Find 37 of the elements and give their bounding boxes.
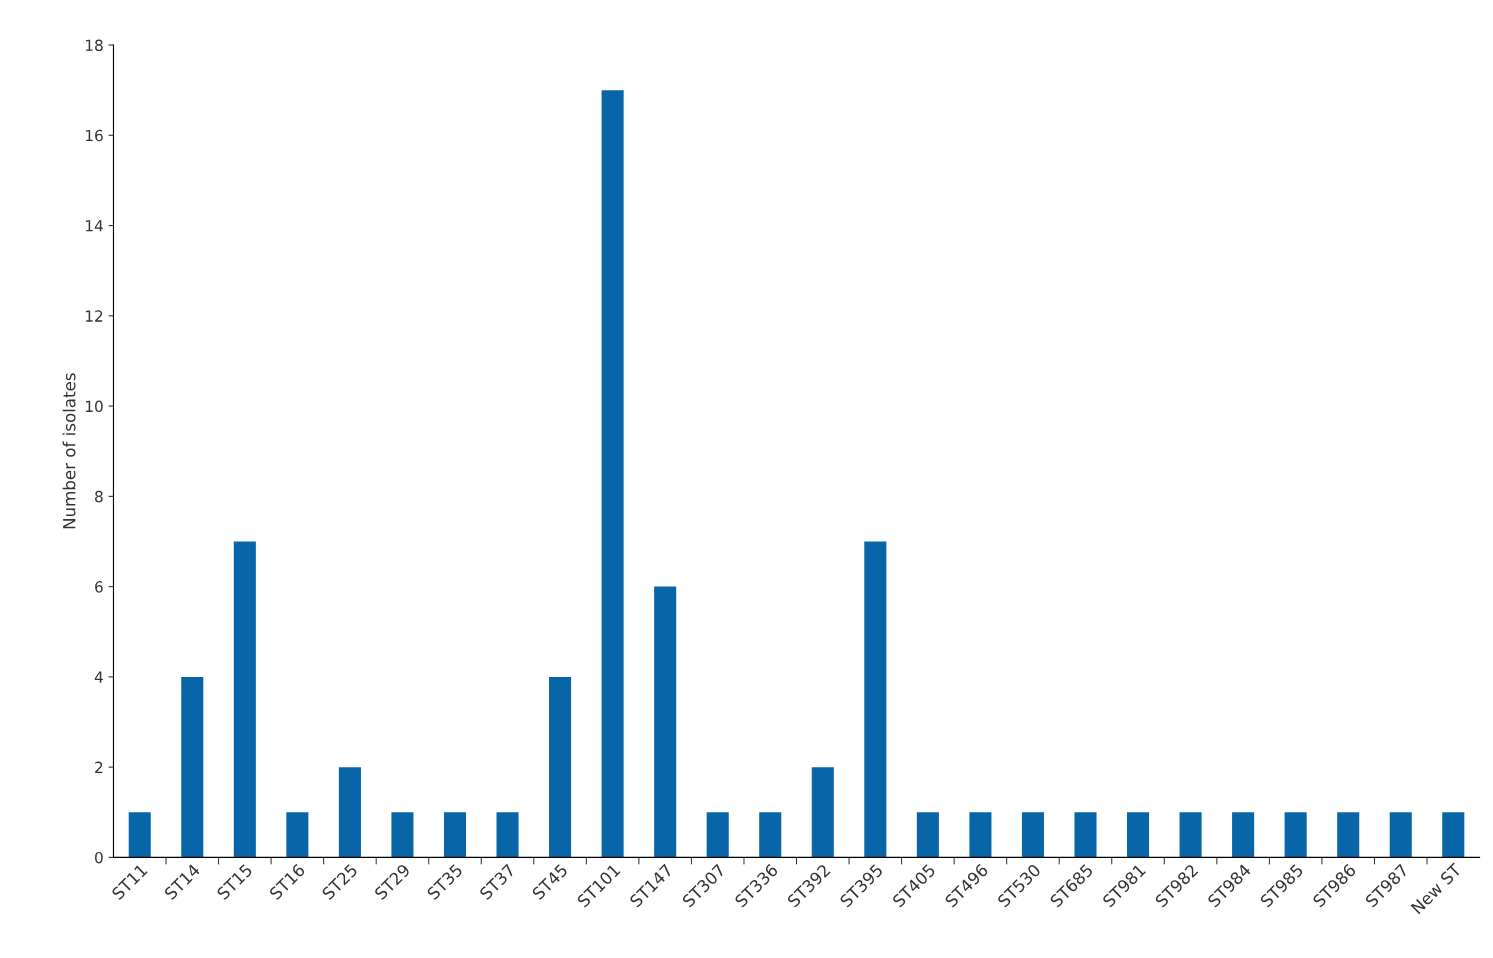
bar <box>1179 812 1202 858</box>
bar <box>128 812 151 858</box>
bar <box>916 812 939 858</box>
bar <box>654 586 677 858</box>
y-tick-label: 18 <box>85 39 103 52</box>
y-tick-label: 6 <box>95 581 103 593</box>
y-tick-label: 4 <box>94 671 103 683</box>
y-tick-label: 2 <box>95 761 103 773</box>
bar <box>1442 812 1465 858</box>
bar <box>496 812 519 858</box>
bar <box>233 541 256 858</box>
bar <box>706 812 729 858</box>
bar <box>1337 812 1360 858</box>
bar <box>1232 812 1255 858</box>
y-tick-label: 14 <box>85 220 103 232</box>
bar <box>759 812 782 858</box>
bar <box>601 90 624 858</box>
bar <box>549 676 572 858</box>
bar <box>811 767 834 858</box>
bar <box>1284 812 1307 858</box>
bar <box>443 812 467 858</box>
y-tick-label: 16 <box>85 129 103 142</box>
bar <box>391 812 414 858</box>
bar <box>969 812 992 858</box>
bar <box>338 767 361 858</box>
y-tick-label: 12 <box>85 310 103 322</box>
y-tick-label: 8 <box>95 490 103 503</box>
bar <box>1021 812 1044 858</box>
y-tick-label: 0 <box>95 851 103 864</box>
bar <box>181 676 204 858</box>
bar <box>1389 812 1412 858</box>
bar <box>864 541 887 858</box>
bar <box>1074 812 1097 858</box>
y-axis-title: Number of isolates <box>62 373 76 529</box>
y-tick-label: 10 <box>85 400 103 413</box>
bar <box>286 812 309 858</box>
bar <box>1127 812 1150 858</box>
